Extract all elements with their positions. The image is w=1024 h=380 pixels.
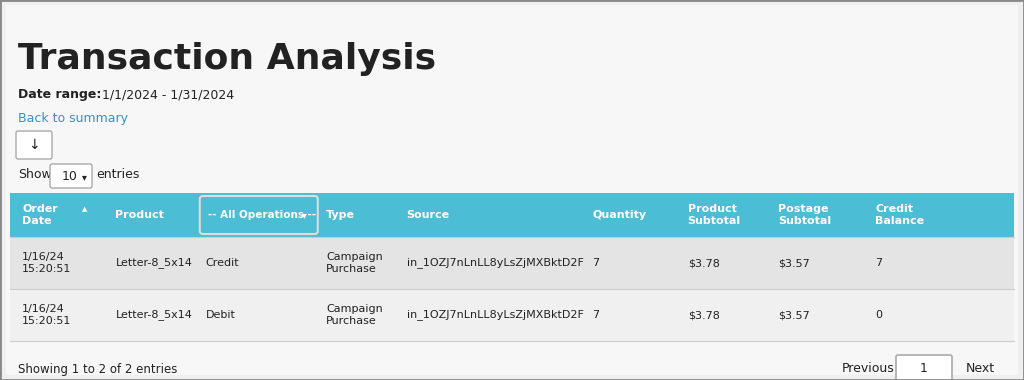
Text: 0: 0 bbox=[876, 310, 883, 320]
Text: Date range:: Date range: bbox=[18, 88, 101, 101]
Text: Source: Source bbox=[407, 210, 450, 220]
Text: in_1OZJ7nLnLL8yLsZjMXBktD2F: in_1OZJ7nLnLL8yLsZjMXBktD2F bbox=[407, 310, 584, 320]
Text: 1: 1 bbox=[920, 363, 928, 375]
Text: $3.78: $3.78 bbox=[688, 310, 720, 320]
Text: $3.57: $3.57 bbox=[778, 310, 810, 320]
Text: Order
Date: Order Date bbox=[23, 204, 57, 226]
Text: Debit: Debit bbox=[206, 310, 236, 320]
Text: 1/1/2024 - 1/31/2024: 1/1/2024 - 1/31/2024 bbox=[102, 88, 234, 101]
Text: 1/16/24
15:20:51: 1/16/24 15:20:51 bbox=[23, 304, 72, 326]
Text: 7: 7 bbox=[876, 258, 883, 268]
Text: Quantity: Quantity bbox=[592, 210, 646, 220]
Text: Show: Show bbox=[18, 168, 52, 181]
Text: Postage
Subtotal: Postage Subtotal bbox=[778, 204, 831, 226]
Text: Campaign
Purchase: Campaign Purchase bbox=[327, 304, 383, 326]
FancyBboxPatch shape bbox=[200, 196, 317, 234]
Text: entries: entries bbox=[96, 168, 139, 181]
FancyBboxPatch shape bbox=[896, 355, 952, 380]
Text: ↓: ↓ bbox=[29, 138, 40, 152]
Text: ▾: ▾ bbox=[82, 172, 87, 182]
Text: Credit
Balance: Credit Balance bbox=[876, 204, 925, 226]
Text: Product: Product bbox=[116, 210, 164, 220]
Text: -- All Operations --: -- All Operations -- bbox=[208, 210, 316, 220]
FancyBboxPatch shape bbox=[16, 131, 52, 159]
Text: Showing 1 to 2 of 2 entries: Showing 1 to 2 of 2 entries bbox=[18, 363, 177, 375]
Text: $3.57: $3.57 bbox=[778, 258, 810, 268]
Text: Credit: Credit bbox=[206, 258, 240, 268]
Text: Next: Next bbox=[966, 363, 994, 375]
Text: 7: 7 bbox=[592, 258, 599, 268]
Text: Transaction Analysis: Transaction Analysis bbox=[18, 42, 436, 76]
Text: 7: 7 bbox=[592, 310, 599, 320]
Text: ▲: ▲ bbox=[82, 206, 87, 212]
Text: ▾: ▾ bbox=[302, 210, 306, 220]
Text: Type: Type bbox=[327, 210, 355, 220]
Text: Letter-8_5x14: Letter-8_5x14 bbox=[116, 258, 193, 268]
FancyBboxPatch shape bbox=[50, 164, 92, 188]
Text: in_1OZJ7nLnLL8yLsZjMXBktD2F: in_1OZJ7nLnLL8yLsZjMXBktD2F bbox=[407, 258, 584, 268]
Bar bbox=[10, 193, 1014, 237]
Text: Campaign
Purchase: Campaign Purchase bbox=[327, 252, 383, 274]
Text: Letter-8_5x14: Letter-8_5x14 bbox=[116, 310, 193, 320]
Bar bbox=[10, 237, 1014, 289]
Text: Back to summary: Back to summary bbox=[18, 112, 128, 125]
Text: 10: 10 bbox=[62, 169, 78, 182]
Bar bbox=[10, 289, 1014, 341]
Text: $3.78: $3.78 bbox=[688, 258, 720, 268]
Text: Product
Subtotal: Product Subtotal bbox=[688, 204, 740, 226]
Text: 1/16/24
15:20:51: 1/16/24 15:20:51 bbox=[23, 252, 72, 274]
Text: Previous: Previous bbox=[842, 363, 894, 375]
